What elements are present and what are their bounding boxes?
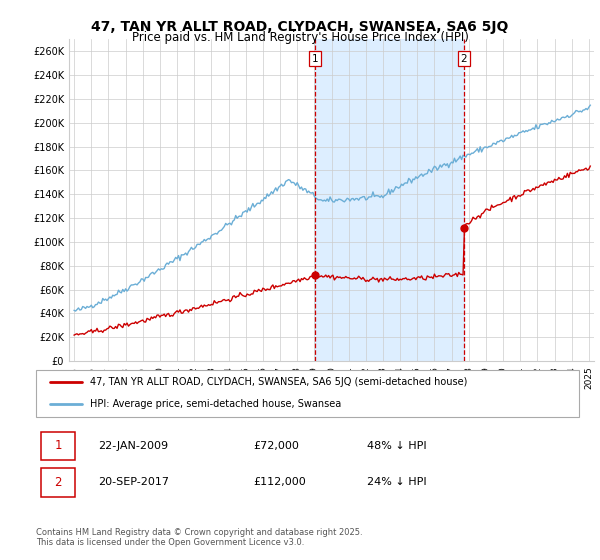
Text: 2: 2 <box>55 476 62 489</box>
Text: 48% ↓ HPI: 48% ↓ HPI <box>367 441 427 451</box>
FancyBboxPatch shape <box>41 468 75 497</box>
Text: £72,000: £72,000 <box>253 441 299 451</box>
Text: 24% ↓ HPI: 24% ↓ HPI <box>367 478 427 487</box>
Text: 2: 2 <box>461 54 467 64</box>
Text: HPI: Average price, semi-detached house, Swansea: HPI: Average price, semi-detached house,… <box>91 399 341 409</box>
Text: 1: 1 <box>55 440 62 452</box>
Text: 47, TAN YR ALLT ROAD, CLYDACH, SWANSEA, SA6 5JQ: 47, TAN YR ALLT ROAD, CLYDACH, SWANSEA, … <box>91 20 509 34</box>
Text: Price paid vs. HM Land Registry's House Price Index (HPI): Price paid vs. HM Land Registry's House … <box>131 31 469 44</box>
Text: 1: 1 <box>312 54 319 64</box>
Text: This data is licensed under the Open Government Licence v3.0.: This data is licensed under the Open Gov… <box>36 538 304 547</box>
Text: Contains HM Land Registry data © Crown copyright and database right 2025.: Contains HM Land Registry data © Crown c… <box>36 528 362 536</box>
Text: 20-SEP-2017: 20-SEP-2017 <box>98 478 169 487</box>
Text: 47, TAN YR ALLT ROAD, CLYDACH, SWANSEA, SA6 5JQ (semi-detached house): 47, TAN YR ALLT ROAD, CLYDACH, SWANSEA, … <box>91 377 467 388</box>
Text: £112,000: £112,000 <box>253 478 306 487</box>
Text: 22-JAN-2009: 22-JAN-2009 <box>98 441 169 451</box>
Bar <box>316 39 464 361</box>
FancyBboxPatch shape <box>41 432 75 460</box>
